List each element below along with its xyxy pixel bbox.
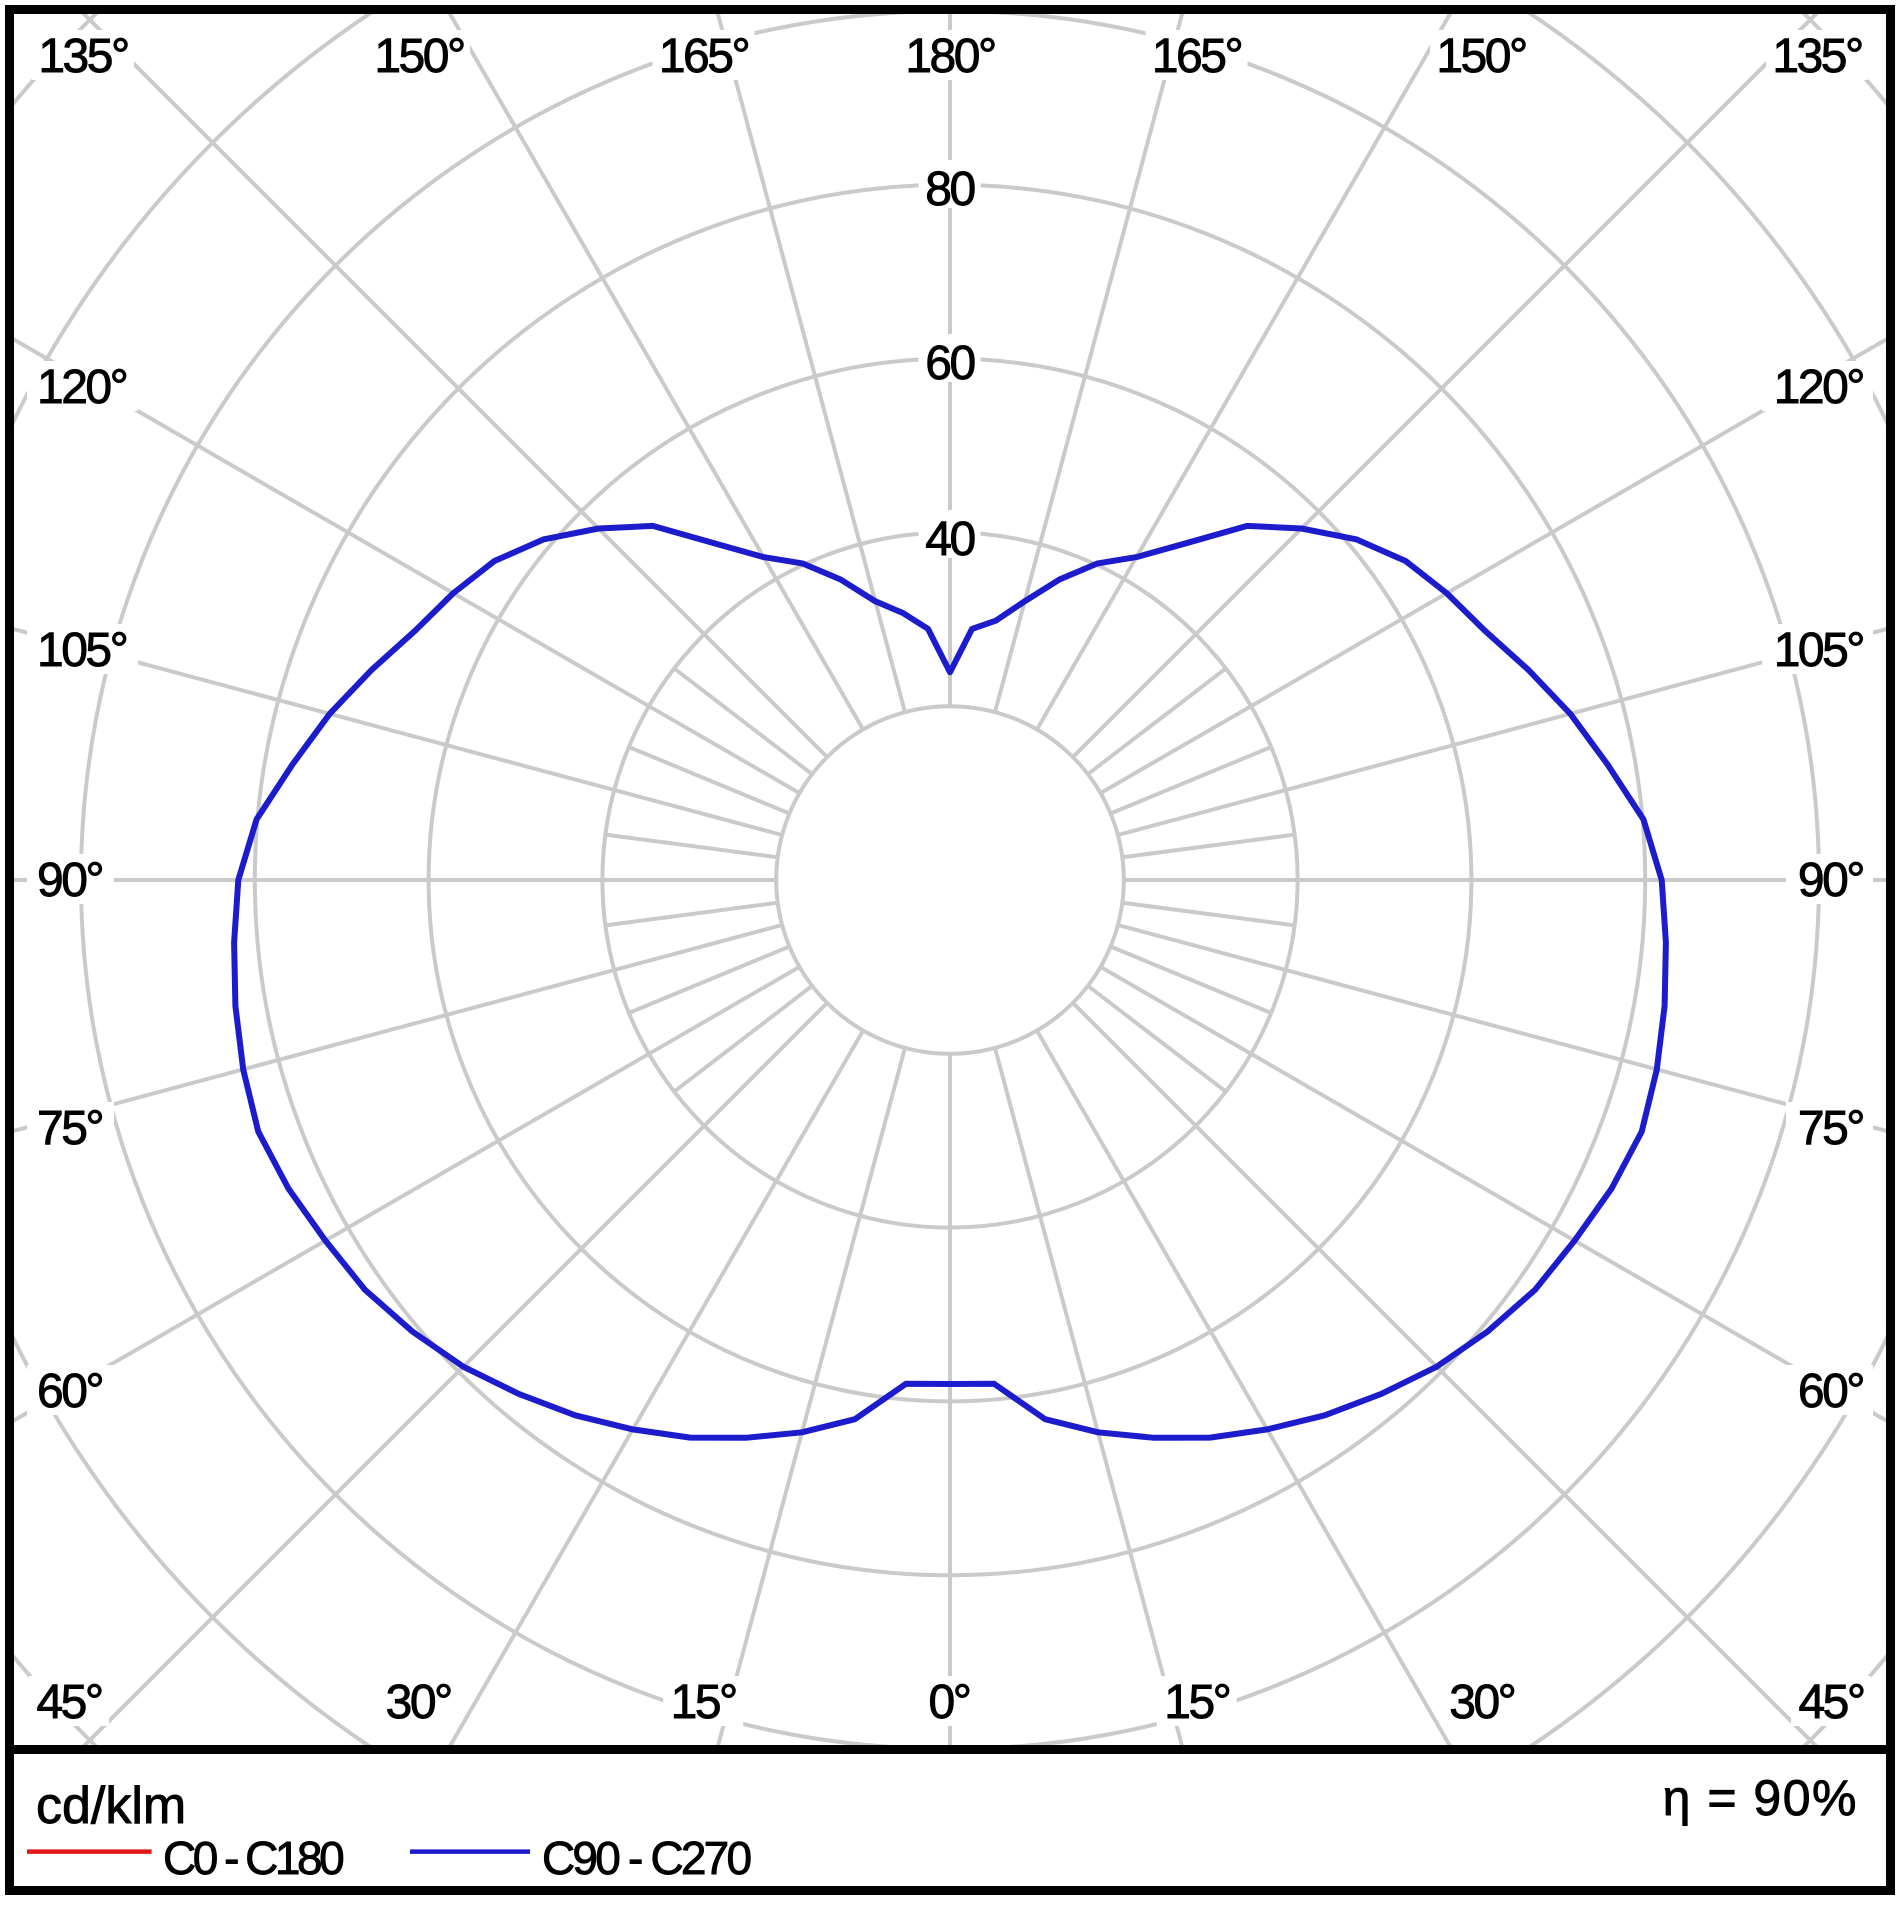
svg-text:80: 80 — [925, 163, 974, 216]
svg-text:60°: 60° — [1798, 1365, 1863, 1418]
svg-text:15°: 15° — [1164, 1676, 1229, 1729]
svg-text:30°: 30° — [386, 1676, 451, 1729]
svg-text:180°: 180° — [905, 30, 995, 83]
svg-text:150°: 150° — [1436, 30, 1526, 83]
svg-text:45°: 45° — [36, 1676, 101, 1729]
svg-text:0°: 0° — [929, 1676, 970, 1729]
svg-text:40: 40 — [925, 513, 974, 566]
svg-text:45°: 45° — [1798, 1676, 1863, 1729]
svg-text:C90 - C270: C90 - C270 — [542, 1832, 750, 1884]
svg-text:150°: 150° — [374, 30, 464, 83]
svg-text:η = 90%: η = 90% — [1663, 1770, 1858, 1826]
svg-text:30°: 30° — [1449, 1676, 1514, 1729]
svg-text:C0 - C180: C0 - C180 — [163, 1832, 343, 1884]
svg-text:165°: 165° — [659, 30, 749, 83]
svg-text:75°: 75° — [1798, 1102, 1863, 1155]
svg-text:60: 60 — [925, 337, 974, 390]
svg-text:165°: 165° — [1152, 30, 1242, 83]
svg-text:135°: 135° — [38, 30, 128, 83]
svg-text:105°: 105° — [1774, 624, 1864, 677]
svg-text:cd/klm: cd/klm — [36, 1777, 186, 1835]
svg-text:120°: 120° — [1774, 361, 1864, 414]
svg-text:90°: 90° — [1798, 854, 1863, 907]
svg-text:120°: 120° — [37, 361, 127, 414]
svg-text:60°: 60° — [37, 1365, 102, 1418]
svg-text:105°: 105° — [37, 624, 127, 677]
svg-text:75°: 75° — [37, 1102, 102, 1155]
svg-text:90°: 90° — [37, 854, 102, 907]
svg-text:15°: 15° — [671, 1676, 736, 1729]
svg-text:135°: 135° — [1772, 30, 1862, 83]
